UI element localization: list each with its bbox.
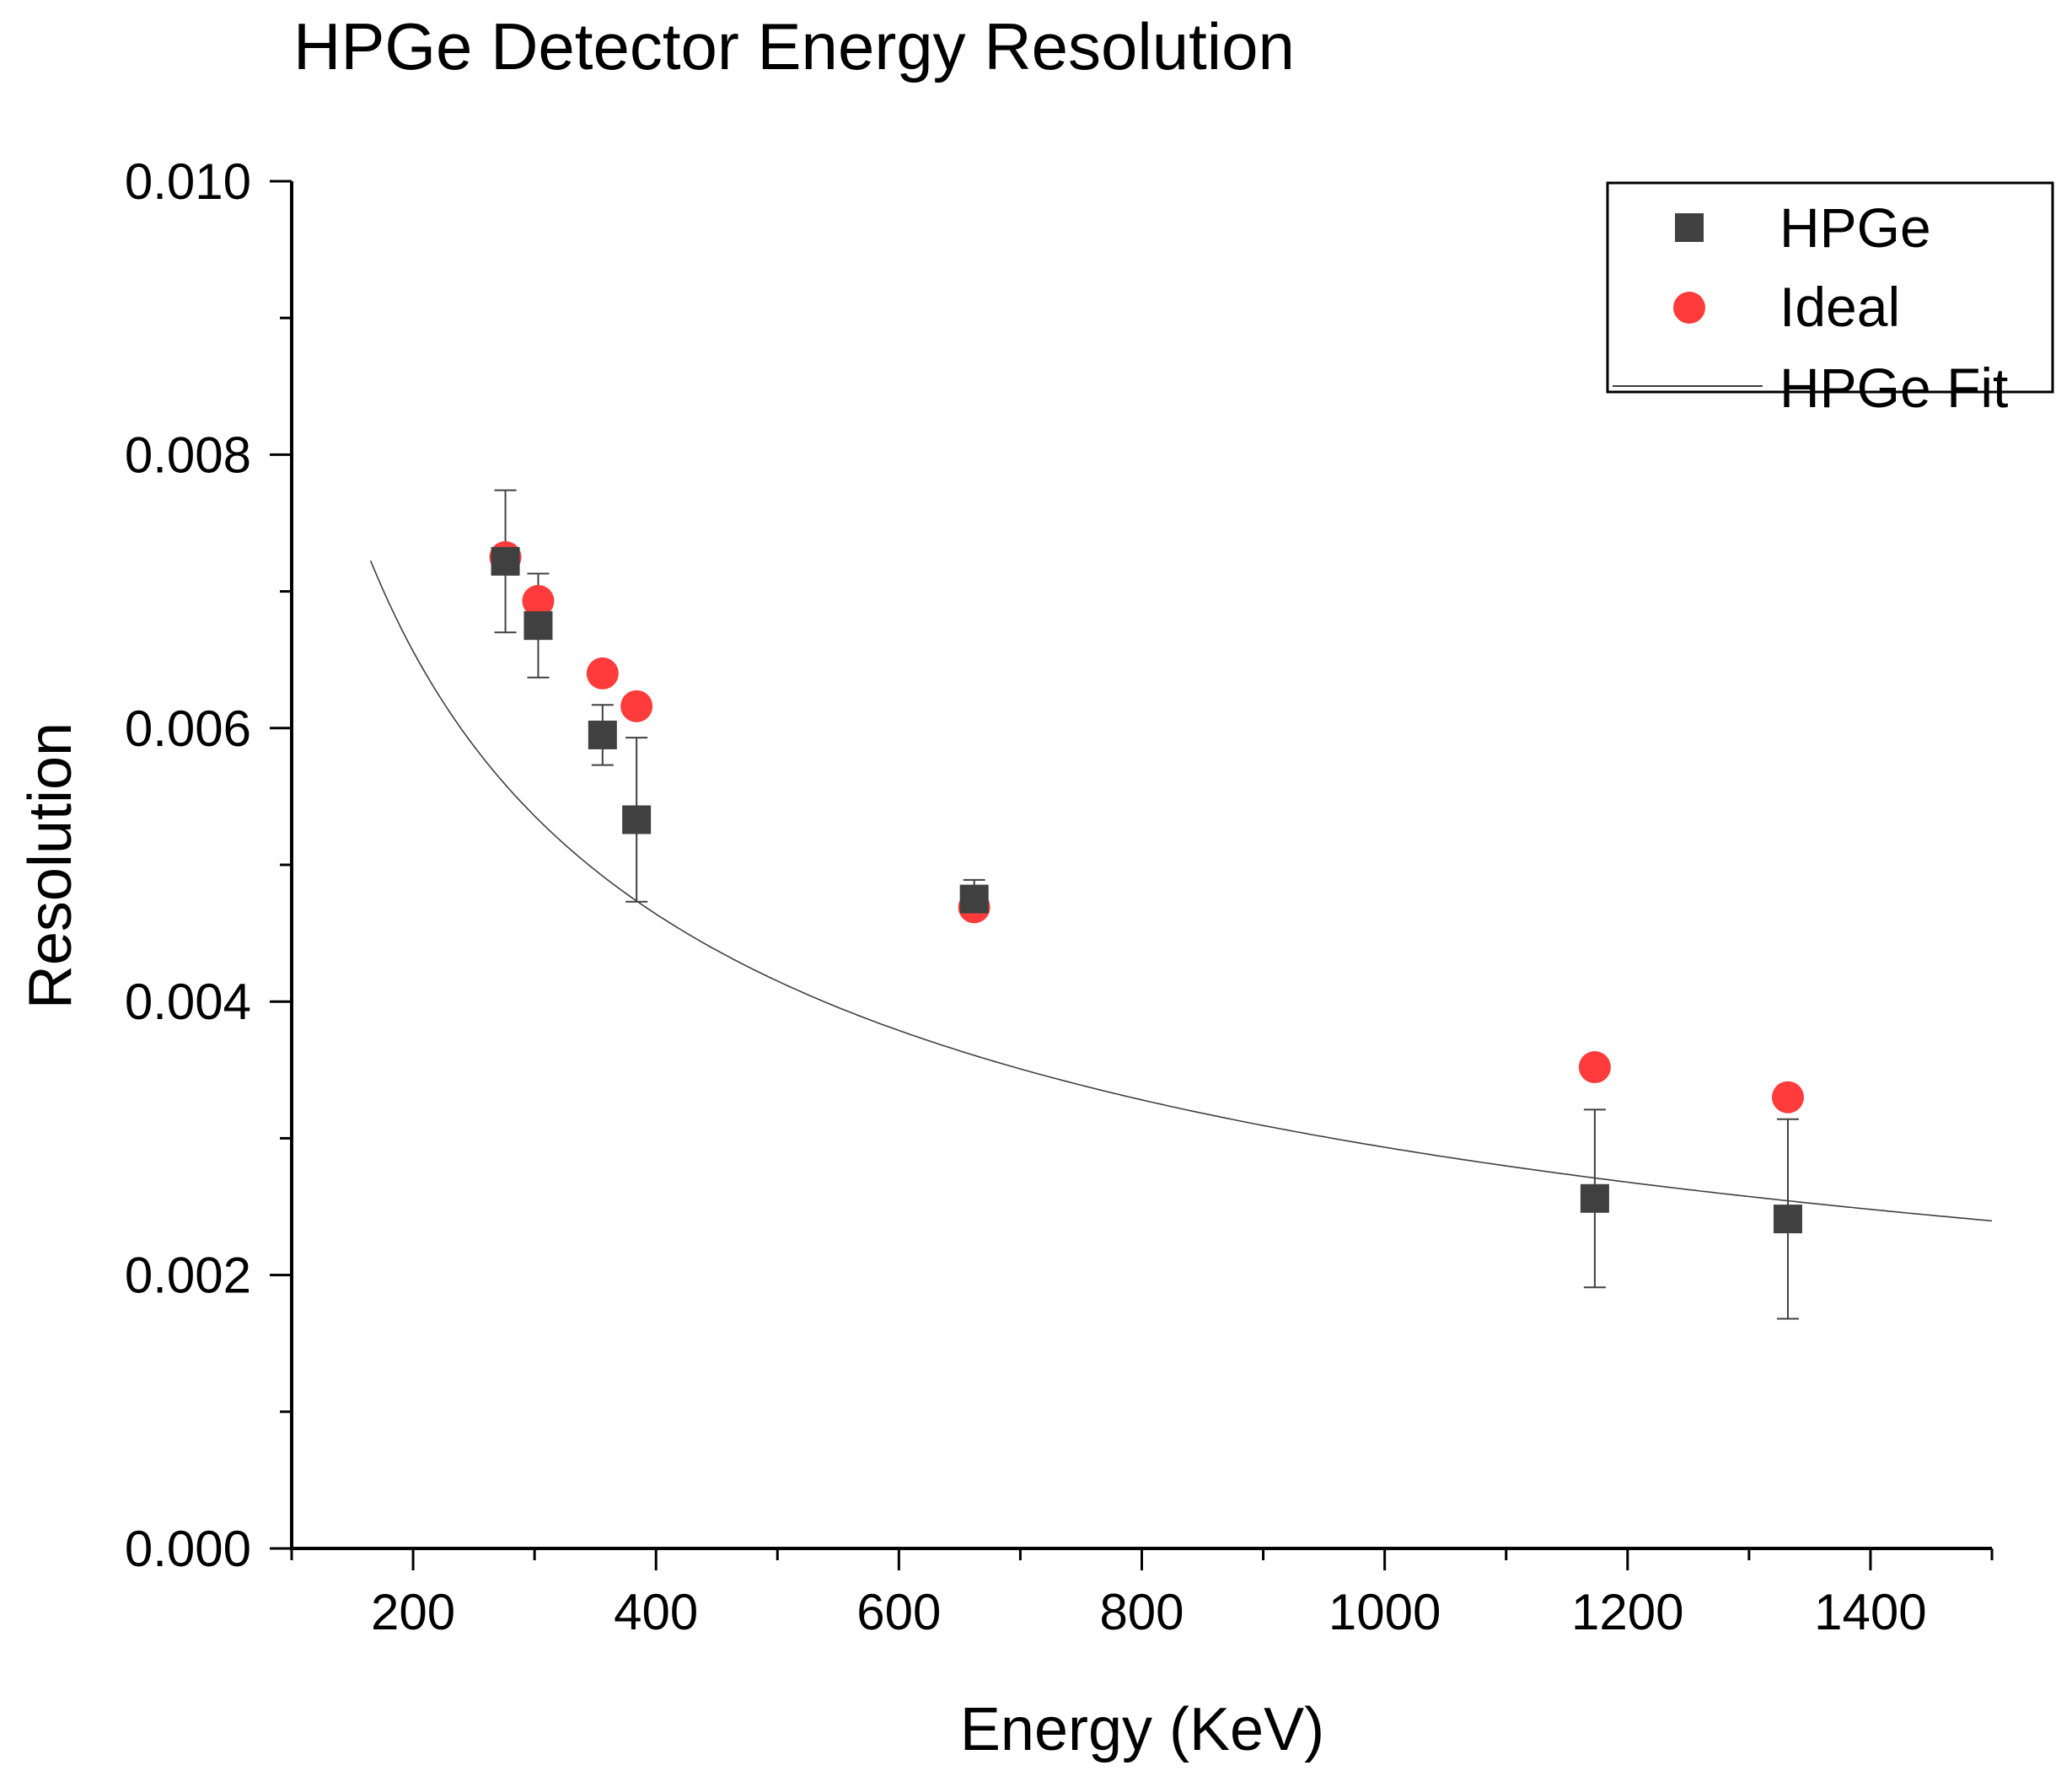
x-tick-label: 800 bbox=[1099, 1584, 1184, 1640]
y-tick-label: 0.010 bbox=[125, 153, 251, 210]
y-tick-label: 0.002 bbox=[125, 1248, 251, 1304]
hpge-point bbox=[491, 546, 520, 576]
legend: HPGe Ideal HPGe Fit bbox=[1606, 181, 2054, 419]
legend-label-ideal: Ideal bbox=[1779, 276, 1900, 338]
x-ticks: 200 400 600 800 1000 1200 1400 bbox=[290, 1548, 1994, 1640]
hpge-points bbox=[491, 546, 1802, 1234]
chart-title: HPGe Detector Energy Resolution bbox=[293, 9, 1295, 83]
y-tick-label: 0.008 bbox=[125, 427, 251, 483]
legend-marker-hpge bbox=[1675, 213, 1704, 242]
ideal-point bbox=[586, 657, 619, 690]
x-tick-label: 200 bbox=[371, 1584, 455, 1640]
ideal-points bbox=[489, 541, 1804, 1114]
y-tick-label: 0.000 bbox=[125, 1521, 251, 1577]
x-tick-label: 400 bbox=[614, 1584, 698, 1640]
y-axis-label: Resolution bbox=[17, 722, 84, 1009]
plot-area bbox=[369, 489, 1993, 1320]
y-tick-label: 0.006 bbox=[125, 700, 251, 757]
hpge-point bbox=[622, 805, 652, 834]
x-axis-label: Energy (KeV) bbox=[960, 1696, 1324, 1763]
y-tick-label: 0.004 bbox=[125, 974, 251, 1030]
legend-label-fit: HPGe Fit bbox=[1779, 357, 2008, 419]
hpge-point bbox=[959, 884, 989, 914]
x-tick-label: 1400 bbox=[1814, 1584, 1926, 1640]
x-tick-label: 1000 bbox=[1329, 1584, 1441, 1640]
hpge-point bbox=[1580, 1183, 1609, 1213]
axes: 200 400 600 800 1000 1200 1400 0.000 0.002 0.004… bbox=[125, 153, 1994, 1640]
ideal-point bbox=[1771, 1081, 1804, 1114]
hpge-fit-curve bbox=[369, 560, 1993, 1222]
x-tick-label: 1200 bbox=[1571, 1584, 1683, 1640]
hpge-point bbox=[523, 611, 553, 641]
legend-label-hpge: HPGe bbox=[1779, 196, 1931, 259]
x-tick-label: 600 bbox=[856, 1584, 941, 1640]
y-ticks: 0.000 0.002 0.004 0.006 0.008 0.010 bbox=[125, 153, 292, 1577]
hpge-point bbox=[588, 720, 617, 749]
ideal-point bbox=[522, 584, 555, 617]
hpge-point bbox=[1773, 1205, 1802, 1234]
ideal-point bbox=[1578, 1051, 1611, 1084]
legend-marker-ideal bbox=[1673, 292, 1705, 324]
ideal-point bbox=[620, 690, 653, 722]
